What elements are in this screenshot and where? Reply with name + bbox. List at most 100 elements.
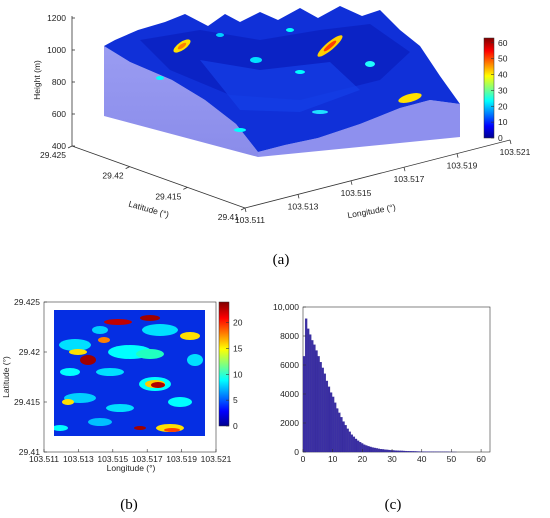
histogram-bar [394,450,397,453]
histogram-bar [408,451,412,453]
colorbar-b-tick-label: 15 [233,344,243,354]
longitude-axis-label: Longitude (°) [347,202,397,220]
z-tick-label: 400 [52,141,66,151]
latitude-tick-mark [125,166,130,170]
histogram-bar [354,438,358,453]
histogram-y-tick-label: 4000 [280,389,299,399]
histogram-bar [329,392,333,453]
panel-b-heatmap: 103.511 103.513 103.515 103.517 103.519 103.5… [1,297,243,513]
histogram-bar [323,373,326,453]
histogram-bar [402,450,405,453]
histogram-bar [344,425,347,453]
colorbar-a-tick-label: 20 [498,101,508,111]
caption-c: (c) [385,497,402,513]
histogram-bar [315,350,318,453]
latitude-axis-line [71,145,246,209]
longitude-axis-ticks: 103.511 103.513 103.515 103.517 103.519 103.5… [235,139,531,225]
colorbar-a [483,37,495,139]
histogram-x-tick-label: 40 [417,454,427,464]
heatmap-y-ticks: 29.425 29.42 29.415 29.41 [14,297,47,457]
longitude-tick-mark [403,167,406,172]
histogram-bar [381,449,385,453]
histogram-bar [367,446,370,453]
latitude-tick-label: 29.41 [218,212,240,222]
z-tick-label: 1200 [47,13,66,23]
colorbar-a-tick-label: 40 [498,70,508,80]
histogram-bar [398,450,401,453]
histogram-x-tick-label: 50 [447,454,457,464]
histogram-bar [338,412,341,453]
latitude-tick-label: 29.42 [102,171,124,181]
histogram-bar [404,450,407,453]
heatmap-y-label: Latitude (°) [1,356,11,398]
colorbar-a-tick-label: 10 [498,117,508,127]
histogram-bar [417,451,420,453]
latitude-tick-label: 29.415 [155,191,181,201]
histogram-bar [302,356,306,453]
z-tick-label: 600 [52,109,66,119]
latitude-axis-ticks: 29.425 29.42 29.415 29.41 [40,145,246,222]
histogram-bar [327,386,331,453]
histogram-bar [304,318,308,453]
histogram-x-tick-label: 60 [476,454,486,464]
histogram-bar [336,408,339,453]
histogram-bar [365,445,368,453]
z-axis-label: Height (m) [32,60,42,100]
latitude-tick-mark [240,207,246,211]
z-tick-label: 1000 [47,45,66,55]
histogram-bar [356,440,360,453]
histogram-y-tick-label: 10,000 [273,302,299,312]
colorbar-b-tick-label: 10 [233,369,243,379]
heatmap-x-tick-label: 103.515 [97,454,128,464]
histogram-x-tick-label: 20 [358,454,368,464]
colorbar-b-tick-label: 5 [233,395,238,405]
histogram-y-tick-label: 6000 [280,360,299,370]
histogram-x-tick-label: 30 [387,454,397,464]
panel-c-histogram: 0 10 20 30 40 50 60 0 2000 4000 6000 8000 10,000 (c… [273,302,491,513]
heatmap-y-tick-label: 29.415 [14,397,40,407]
histogram-bar [410,451,414,453]
histogram-bar [383,449,387,453]
colorbar-a-tick-label: 30 [498,85,508,95]
histogram-bar [379,449,383,453]
colorbar-a-tick-label: 50 [498,54,508,64]
longitude-tick-mark [297,194,300,199]
latitude-tick-label: 29.425 [40,150,66,160]
histogram-bar [373,447,376,453]
longitude-tick-label: 103.517 [394,174,425,184]
histogram-bar [325,380,329,453]
heatmap-image [54,310,205,436]
histogram-bar [359,442,362,453]
histogram-bar [369,446,372,453]
heatmap-x-tick-label: 103.517 [132,454,163,464]
histogram-bar [348,431,351,453]
z-tick-label: 800 [52,77,66,87]
histogram-bar [340,417,343,453]
heatmap-x-tick-label: 103.521 [201,454,232,464]
longitude-axis-line [244,139,511,209]
heatmap-y-tick-label: 29.425 [14,297,40,307]
terrain-front-wall [258,100,460,157]
heatmap-x-label: Longitude (°) [107,463,156,473]
colorbar-a-tick-label: 60 [498,38,508,48]
histogram-bar [400,450,403,453]
histogram-bar [413,451,416,453]
histogram-y-ticks: 0 2000 4000 6000 8000 10,000 [273,302,306,457]
colorbar-b [218,301,230,427]
histogram-y-tick-label: 8000 [280,331,299,341]
histogram-bar [406,451,410,453]
heatmap-x-ticks: 103.511 103.513 103.515 103.517 103.519 103.5… [29,449,232,464]
histogram-bar [388,449,391,453]
longitude-tick-label: 103.515 [341,188,372,198]
histogram-x-tick-label: 10 [328,454,338,464]
longitude-tick-label: 103.511 [235,215,265,225]
histogram-bar [317,356,320,453]
colorbar-b-tick-label: 0 [233,421,238,431]
histogram-bar [392,450,395,453]
histogram-bar [342,421,345,453]
heatmap-x-tick-label: 103.511 [29,454,59,464]
histogram-bar [346,428,349,453]
heatmap-x-tick-label: 103.513 [63,454,94,464]
